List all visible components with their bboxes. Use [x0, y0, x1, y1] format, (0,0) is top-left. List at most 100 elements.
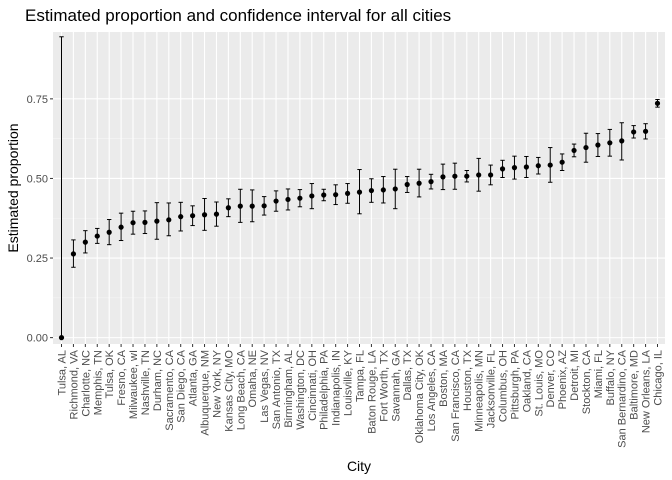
x-tick-label: Miami, FL — [593, 350, 605, 398]
x-tick-label: Chicago, IL — [653, 350, 665, 406]
x-tick-label: Buffalo, NY — [605, 349, 617, 405]
estimate-point — [190, 213, 196, 219]
estimate-point — [154, 218, 160, 224]
x-tick-label: Louisville, KY — [343, 349, 355, 416]
x-tick-label: Indianapolis, IN — [331, 350, 343, 426]
y-axis-title: Estimated proportion — [5, 123, 21, 252]
x-tick-label: Oakland, CA — [521, 349, 533, 412]
estimate-point — [428, 179, 434, 185]
estimate-point — [178, 214, 184, 220]
x-tick-label: Fresno, CA — [116, 349, 128, 405]
estimate-point — [642, 128, 649, 134]
x-tick-label: Long Beach, CA — [235, 349, 247, 430]
x-axis-title: City — [347, 458, 371, 474]
estimate-point — [464, 173, 470, 179]
x-tick-label: Fort Worth, TX — [378, 349, 390, 421]
estimate-point — [344, 190, 351, 197]
estimate-point — [631, 129, 637, 135]
x-tick-label: Houston, TX — [462, 349, 474, 411]
x-tick-label: Cincinnati, OH — [307, 350, 319, 421]
x-tick-label: Jacksonville, FL — [486, 350, 498, 428]
estimate-point — [261, 203, 267, 209]
estimate-point — [237, 203, 243, 209]
estimate-point — [225, 205, 231, 211]
x-tick-label: Albuquerque, NM — [200, 350, 212, 436]
estimate-point — [321, 192, 327, 198]
y-axis-ticks: 0.00 0.25 0.50 0.75 — [27, 94, 53, 345]
estimate-point — [416, 180, 422, 186]
x-tick-label: San Francisco, CA — [450, 349, 462, 441]
x-tick-label: St. Louis, MO — [533, 350, 545, 417]
x-tick-label: Sacramento, CA — [164, 349, 176, 430]
estimate-point — [535, 163, 541, 169]
x-tick-label: San Antonio, TX — [271, 349, 283, 429]
estimate-point — [488, 172, 494, 178]
x-tick-label: Kansas City, MO — [223, 350, 235, 432]
estimate-point — [118, 224, 124, 230]
y-tick-label: 0.50 — [27, 173, 48, 185]
x-tick-label: New Orleans, LA — [641, 349, 653, 433]
estimate-point — [142, 219, 148, 225]
x-tick-label: Minneapolis, MN — [474, 350, 486, 432]
estimate-point — [70, 251, 77, 257]
estimate-point — [380, 187, 386, 193]
x-tick-label: Savannah, GA — [390, 349, 402, 421]
x-tick-label: Las Vegas, NV — [259, 349, 271, 422]
estimate-point — [476, 172, 482, 178]
estimate-point — [583, 144, 589, 151]
data-marks — [58, 36, 661, 341]
x-tick-label: Nashville, TN — [140, 350, 152, 415]
grid-lines — [53, 32, 665, 344]
estimate-point — [404, 181, 410, 188]
estimate-point — [58, 335, 65, 341]
estimate-point — [440, 174, 446, 180]
x-tick-label: Oklahoma City, OK — [414, 349, 426, 443]
estimate-point — [297, 195, 303, 201]
estimate-point — [559, 159, 565, 165]
estimate-point — [654, 100, 661, 106]
x-tick-label: Birmingham, AL — [283, 350, 295, 428]
x-tick-label: Los Angeles, CA — [426, 349, 438, 431]
x-tick-label: San Diego, CA — [176, 349, 188, 422]
x-tick-label: Tulsa, OK — [104, 349, 116, 398]
x-tick-label: Baltimore, MD — [629, 350, 641, 420]
estimate-point — [166, 217, 172, 223]
x-tick-label: Columbus, OH — [498, 350, 510, 422]
x-tick-label: Dallas, TX — [402, 349, 414, 400]
x-tick-label: Pittsburgh, PA — [509, 349, 521, 419]
x-tick-label: Boston, MA — [438, 349, 450, 407]
x-axis-ticks: Tulsa, AL Richmond, VA Charlotte, NC Memphi… — [57, 344, 665, 448]
x-tick-label: Washington, DC — [295, 350, 307, 430]
estimate-point — [130, 220, 136, 226]
x-tick-label: Omaha, NE — [247, 350, 259, 407]
x-tick-label: Phoenix, AZ — [557, 350, 569, 410]
estimate-point — [333, 192, 339, 198]
estimate-point — [249, 203, 255, 209]
x-tick-label: Tulsa, AL — [57, 350, 69, 395]
x-tick-label: Memphis, TN — [92, 350, 104, 415]
estimate-point — [309, 193, 315, 199]
estimate-point — [94, 233, 100, 239]
x-tick-label: Detroit, MI — [569, 350, 581, 401]
estimate-point — [511, 165, 518, 171]
estimate-point — [392, 186, 398, 192]
estimate-point — [619, 138, 625, 144]
estimate-point — [523, 164, 529, 170]
y-tick-label: 0.75 — [27, 94, 48, 106]
x-tick-label: Atlanta, GA — [188, 349, 200, 406]
chart-title: Estimated proportion and confidence inte… — [25, 6, 451, 25]
x-tick-label: Stockton, CA — [581, 349, 593, 414]
x-tick-label: Baton Rouge, LA — [366, 349, 378, 433]
estimate-point — [452, 173, 458, 179]
x-tick-label: Tampa, FL — [355, 350, 367, 402]
estimate-point — [285, 196, 291, 203]
x-tick-label: Charlotte, NC — [80, 350, 92, 417]
estimate-point — [499, 166, 506, 172]
estimate-point — [82, 239, 88, 245]
y-tick-label: 0.00 — [27, 333, 48, 345]
x-tick-label: New York, NY — [211, 349, 223, 418]
x-tick-label: Denver, CO — [545, 350, 557, 408]
x-tick-label: Durham, NC — [152, 350, 164, 411]
